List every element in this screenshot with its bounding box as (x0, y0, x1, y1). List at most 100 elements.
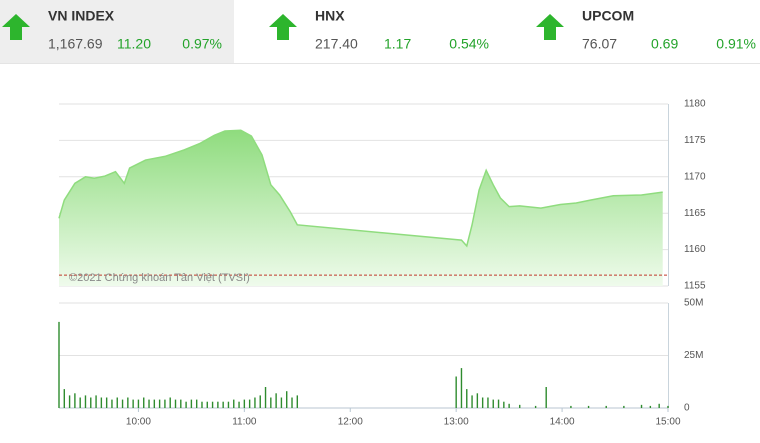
volume-bar (153, 399, 156, 408)
volume-bar (148, 399, 150, 408)
y-tick-label: 1175 (684, 135, 706, 146)
volume-bar (455, 376, 457, 408)
y-tick-label: 0 (684, 403, 690, 414)
index-change: 0.69 (651, 36, 678, 52)
volume-bar (280, 397, 283, 408)
volume-bar (180, 399, 182, 408)
volume-bar (460, 368, 463, 408)
y-tick-label: 1155 (684, 281, 706, 292)
active-panel (0, 0, 234, 63)
volume-bar (238, 401, 240, 408)
volume-bar (259, 395, 261, 408)
up-arrow (536, 14, 564, 40)
y-tick-label: 50M (684, 298, 703, 309)
index-percent: 0.97% (182, 36, 222, 52)
y-tick-label: 1165 (684, 208, 706, 219)
y-tick-label: 1180 (684, 99, 706, 110)
index-value: 76.07 (582, 36, 617, 52)
volume-bar (217, 401, 219, 408)
volume-bar (492, 399, 494, 408)
volume-bar (466, 389, 468, 408)
x-tick-label: 10:00 (126, 417, 151, 428)
x-tick-label: 14:00 (550, 417, 575, 428)
volume-bar (658, 403, 660, 408)
volume-bar (291, 397, 293, 408)
volume-bar (63, 389, 65, 408)
volume-bar (545, 387, 547, 408)
volume-bar (534, 405, 537, 408)
volume-bar (116, 397, 118, 408)
index-name: HNX (315, 8, 345, 24)
volume-bar (121, 399, 124, 408)
x-tick-label: 13:00 (444, 417, 469, 428)
volume-bar (201, 401, 203, 408)
volume-bar (195, 399, 198, 408)
index-change: 11.20 (117, 36, 151, 52)
x-tick-label: 12:00 (338, 417, 363, 428)
volume-bar (481, 397, 484, 408)
volume-bar (264, 387, 267, 408)
volume-bar (508, 403, 510, 408)
volume-bar (105, 397, 108, 408)
x-tick-label: 11:00 (232, 417, 257, 428)
volume-bar (74, 393, 76, 408)
volume-bar (503, 401, 505, 408)
volume-bar (143, 397, 145, 408)
volume-bar (58, 321, 60, 408)
y-tick-label: 25M (684, 350, 703, 361)
index-value: 217.40 (315, 36, 358, 52)
index-value: 1,167.69 (48, 36, 103, 52)
volume-bar (90, 397, 92, 408)
volume-bar (476, 393, 479, 408)
volume-bar (158, 399, 161, 408)
up-arrow (269, 14, 297, 40)
volume-bar (254, 397, 256, 408)
volume-bar (190, 399, 193, 408)
index-percent: 0.91% (716, 36, 756, 52)
volume-bar (79, 397, 81, 408)
volume-bar (68, 395, 71, 408)
volume-bar (211, 401, 214, 408)
volume-bar (185, 401, 187, 408)
volume-bar (164, 399, 166, 408)
up-arrow (2, 14, 30, 40)
y-tick-label: 1160 (684, 244, 706, 255)
volume-bar (275, 393, 277, 408)
volume-bar (243, 399, 246, 408)
volume-bar (132, 399, 134, 408)
volume-bar (111, 399, 113, 408)
volume-bar (640, 404, 643, 408)
volume-bar (137, 399, 140, 408)
index-change: 1.17 (384, 36, 411, 52)
index-percent: 0.54% (449, 36, 489, 52)
volume-bar (95, 395, 97, 408)
volume-bar (100, 397, 103, 408)
volume-bar (206, 401, 208, 408)
volume-bar (471, 395, 473, 408)
volume-bar (227, 401, 230, 408)
volume-bar (174, 399, 177, 408)
volume-bar (233, 399, 235, 408)
volume-bar (519, 404, 521, 408)
volume-bar (605, 405, 607, 408)
index-name: VN INDEX (48, 8, 115, 24)
volume-bar (570, 405, 572, 408)
volume-bar (270, 397, 272, 408)
volume-bar (587, 405, 590, 408)
area-fill (59, 130, 663, 286)
watermark: ©2021 Chứng khoán Tân Việt (TVSI) (69, 272, 250, 284)
x-tick-label: 15:00 (655, 417, 680, 428)
index-name: UPCOM (582, 8, 634, 24)
volume-bar (286, 391, 288, 408)
volume-bar (649, 405, 652, 408)
volume-bar (248, 399, 251, 408)
volume-bar (487, 397, 489, 408)
volume-bar (222, 401, 224, 408)
volume-bar (84, 395, 87, 408)
volume-bar (623, 405, 625, 408)
volume-bar (296, 395, 299, 408)
volume-bar (497, 399, 500, 408)
volume-bar (127, 397, 129, 408)
volume-bar (667, 405, 669, 408)
